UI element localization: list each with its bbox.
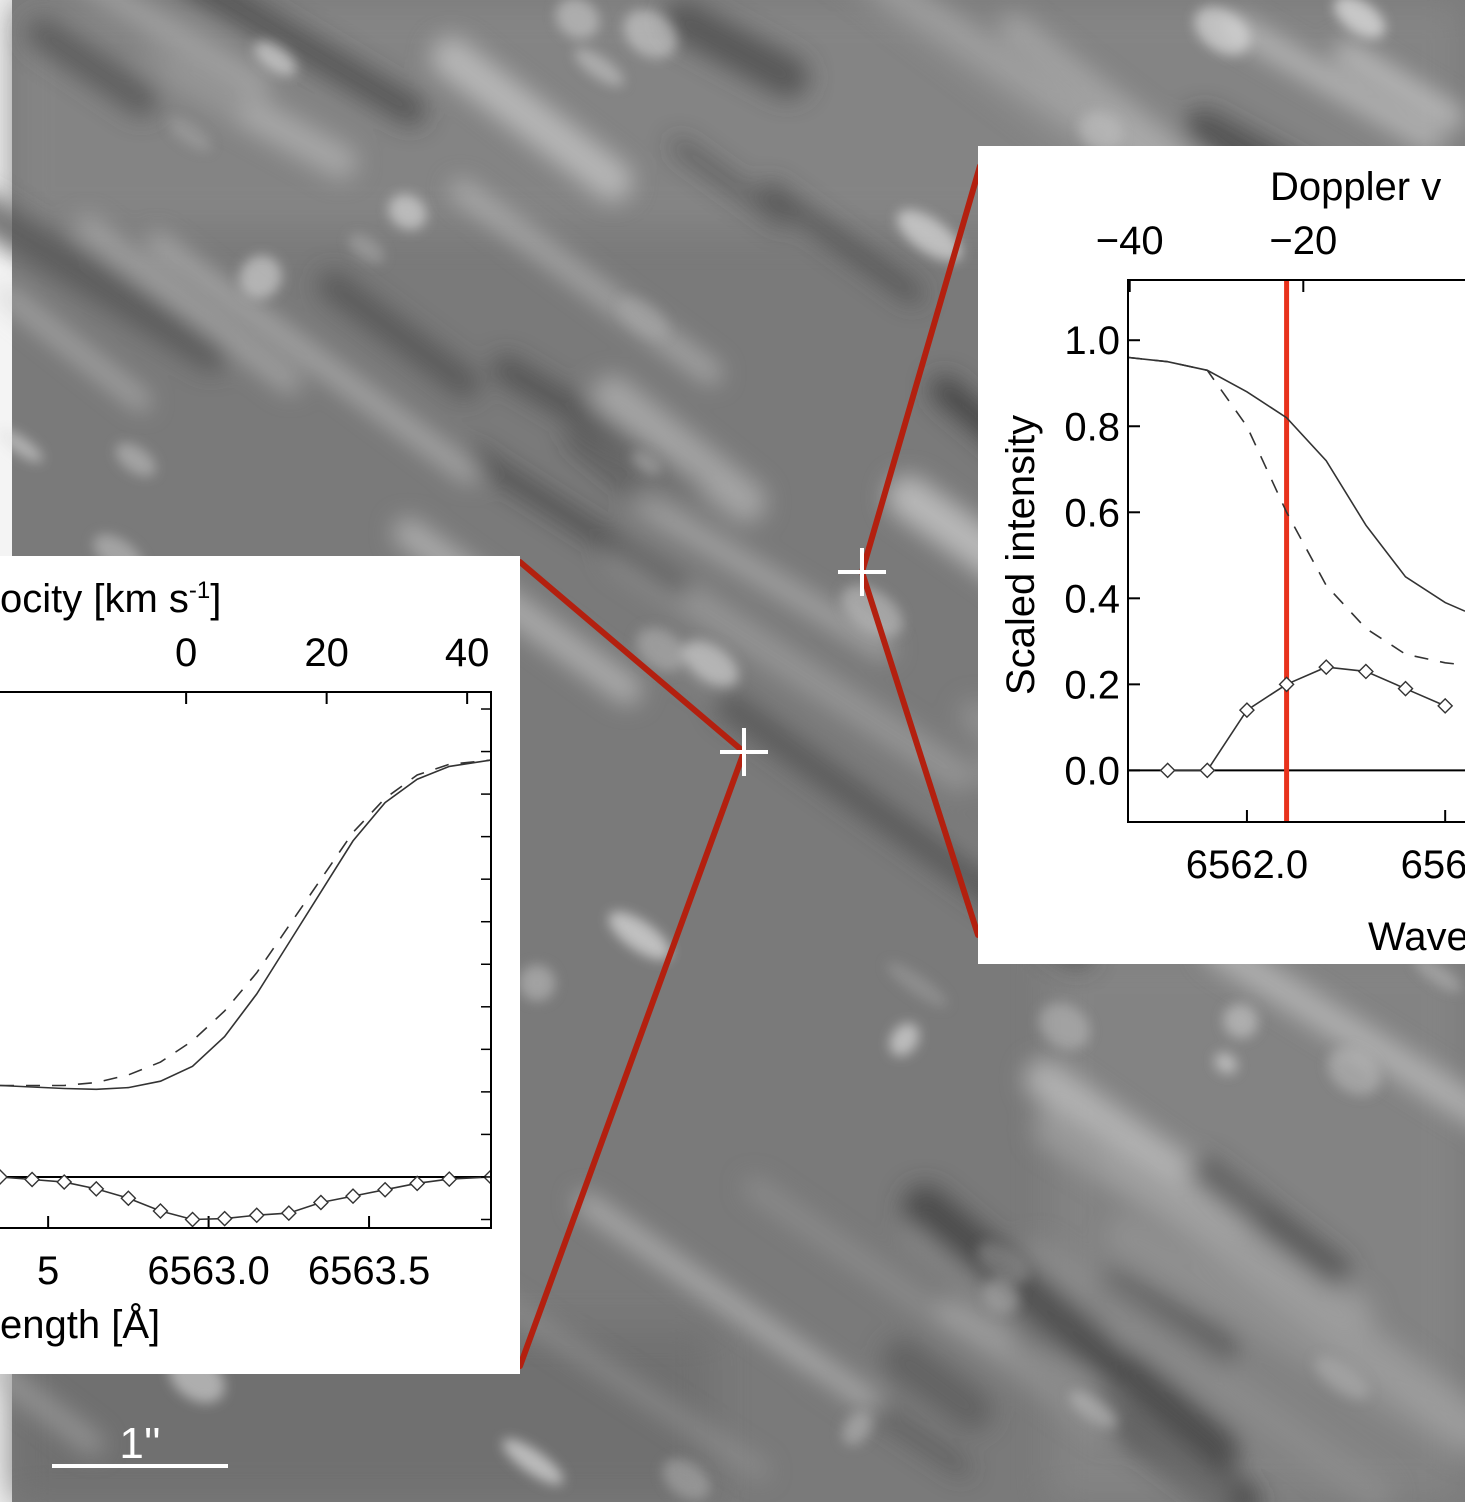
left-top-ticks: 0 20 40 (175, 631, 489, 704)
left-diamond-point (88, 1180, 105, 1197)
left-diamond-point (345, 1188, 361, 1205)
left-plot-area (0, 708, 491, 1228)
left-top-axis-title: ocity [km s-1] (0, 577, 221, 621)
right-top-tick-label: −20 (1269, 219, 1337, 263)
left-bottom-tick-label: 6563.5 (308, 1249, 430, 1293)
marker-right-position (838, 548, 886, 596)
left-bottom-axis-title: ength [Å] (0, 1302, 160, 1347)
connector-right-lower (859, 569, 981, 938)
right-y-axis-title: Scaled intensity (999, 415, 1043, 695)
left-diamond-point (24, 1171, 41, 1188)
left-top-tick-label: 40 (445, 631, 490, 675)
left-diamond-point (184, 1211, 201, 1228)
left-diamond-point (120, 1190, 137, 1207)
right-bottom-ticks: 6562.0 6562 (1186, 810, 1465, 887)
right-spectrum-panel: Doppler v Scaled intensity −40 −20 0.0 0.2… (978, 146, 1465, 964)
left-series-solid-line (0, 759, 491, 1091)
right-y-tick-label: 1.0 (1064, 319, 1120, 363)
left-diamond-point (0, 1168, 8, 1185)
right-diamond-point (1199, 762, 1216, 779)
right-top-tick-label: −40 (1096, 219, 1164, 263)
left-diamond-point (280, 1205, 297, 1222)
left-diamond-point (152, 1202, 169, 1219)
right-bottom-tick-label: 6562.0 (1186, 843, 1308, 887)
right-series-diamond-line (1167, 666, 1446, 772)
right-bottom-tick-label: 6562 (1401, 843, 1465, 887)
scale-bar: 1'' (52, 1419, 228, 1468)
left-series-diamond-line (0, 1176, 491, 1221)
left-diamond-point (56, 1174, 73, 1191)
right-diamond-point (1278, 676, 1295, 693)
right-diamond-point (1318, 659, 1335, 676)
right-diamond-point (1437, 697, 1454, 714)
left-diamond-point (377, 1181, 394, 1198)
right-diamond-point (1238, 702, 1255, 719)
marker-left-position (720, 728, 768, 776)
left-diamond-point (441, 1171, 458, 1188)
left-bottom-ticks: 5 6563.0 6563.5 (37, 1216, 430, 1293)
left-bottom-tick-label: 5 (37, 1249, 59, 1293)
right-series-dashed-line (1128, 356, 1465, 666)
right-y-tick-label: 0.0 (1064, 749, 1120, 793)
left-bottom-tick-label: 6563.0 (147, 1249, 269, 1293)
right-top-axis-title: Doppler v (1270, 165, 1441, 209)
right-top-ticks: −40 −20 (1096, 219, 1337, 292)
right-plot-frame (1127, 279, 1465, 823)
right-plot-area (1128, 280, 1465, 822)
right-y-tick-label: 0.4 (1064, 577, 1120, 621)
right-y-tick-label: 0.8 (1064, 405, 1120, 449)
left-diamond-point (409, 1175, 426, 1192)
right-y-tick-label: 0.6 (1064, 491, 1120, 535)
left-series-dashed-line (0, 759, 491, 1087)
right-y-tick-label: 0.2 (1064, 663, 1120, 707)
left-spectrum-panel: ocity [km s-1] 0 20 40 5 6563.0 6563.5 ength… (0, 556, 520, 1374)
right-bottom-axis-title: Wave (1368, 915, 1465, 959)
left-diamond-point (248, 1207, 265, 1224)
left-top-tick-label: 0 (175, 631, 197, 675)
left-top-tick-label: 20 (304, 631, 349, 675)
connector-left-lower (517, 749, 747, 1369)
left-plot-frame (0, 691, 492, 1229)
connector-right-upper (859, 163, 983, 575)
connector-lines (517, 163, 983, 1369)
left-diamond-point (216, 1210, 233, 1227)
connector-left-upper (517, 559, 747, 755)
right-diamond-point (1159, 762, 1176, 779)
right-y-ticks: 0.0 0.2 0.4 0.6 0.8 1.0 (1064, 319, 1140, 793)
left-diamond-point (312, 1194, 329, 1211)
right-diamond-point (1357, 663, 1374, 680)
scale-bar-label: 1'' (119, 1419, 160, 1468)
right-diamond-point (1397, 680, 1414, 697)
